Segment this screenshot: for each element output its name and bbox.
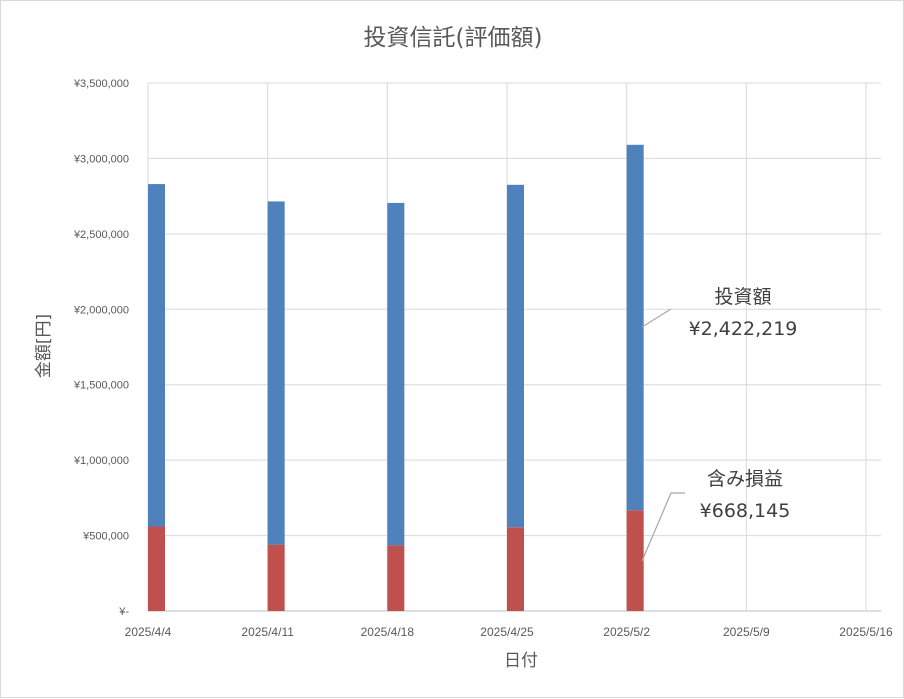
- bars: [148, 144, 644, 611]
- annotation-leader-gain: [641, 492, 685, 562]
- bar-unrealized-gain: [148, 526, 165, 611]
- y-tick-label: ¥1,500,000: [73, 380, 129, 392]
- bar-investment: [626, 144, 644, 511]
- bar-investment: [148, 184, 165, 527]
- x-tick-label: 2025/4/4: [125, 625, 172, 639]
- annotation-gain-label: 含み損益: [707, 468, 783, 490]
- chart-title: 投資信託(評価額): [364, 25, 543, 51]
- x-tick-label: 2025/5/16: [839, 625, 893, 639]
- y-tick-label: ¥-: [118, 606, 129, 618]
- annotations: 投資額 ¥2,422,219 含み損益 ¥668,145: [641, 286, 798, 562]
- x-axis-ticks: 2025/4/4 2025/4/11 2025/4/18 2025/4/25 2025/…: [125, 625, 893, 639]
- x-tick-label: 2025/4/18: [361, 625, 415, 639]
- x-tick-label: 2025/5/2: [603, 625, 650, 639]
- y-tick-label: ¥3,500,000: [73, 78, 129, 90]
- bar-unrealized-gain: [267, 544, 285, 611]
- x-tick-label: 2025/4/11: [241, 625, 294, 639]
- bar-investment: [387, 202, 405, 546]
- y-tick-label: ¥3,000,000: [73, 153, 129, 165]
- bar-unrealized-gain: [387, 545, 405, 611]
- y-tick-label: ¥500,000: [82, 531, 129, 543]
- y-axis-title: 金額[円]: [34, 314, 54, 378]
- bar-investment: [507, 184, 524, 528]
- x-axis-title: 日付: [504, 651, 538, 671]
- bar-investment: [267, 201, 285, 545]
- y-tick-label: ¥2,000,000: [73, 304, 129, 316]
- bar-unrealized-gain: [507, 527, 524, 611]
- annotation-invest-label: 投資額: [714, 286, 771, 308]
- bar-unrealized-gain: [626, 510, 644, 611]
- annotation-invest-value: ¥2,422,219: [689, 318, 798, 340]
- annotation-gain-value: ¥668,145: [700, 500, 791, 522]
- x-tick-label: 2025/5/9: [723, 625, 770, 639]
- annotation-leader-invest: [641, 308, 672, 328]
- y-tick-label: ¥1,000,000: [73, 455, 129, 467]
- y-tick-label: ¥2,500,000: [73, 229, 129, 241]
- y-axis-ticks: ¥- ¥500,000 ¥1,000,000 ¥1,500,000 ¥2,000,000…: [73, 78, 129, 618]
- x-tick-label: 2025/4/25: [480, 625, 534, 639]
